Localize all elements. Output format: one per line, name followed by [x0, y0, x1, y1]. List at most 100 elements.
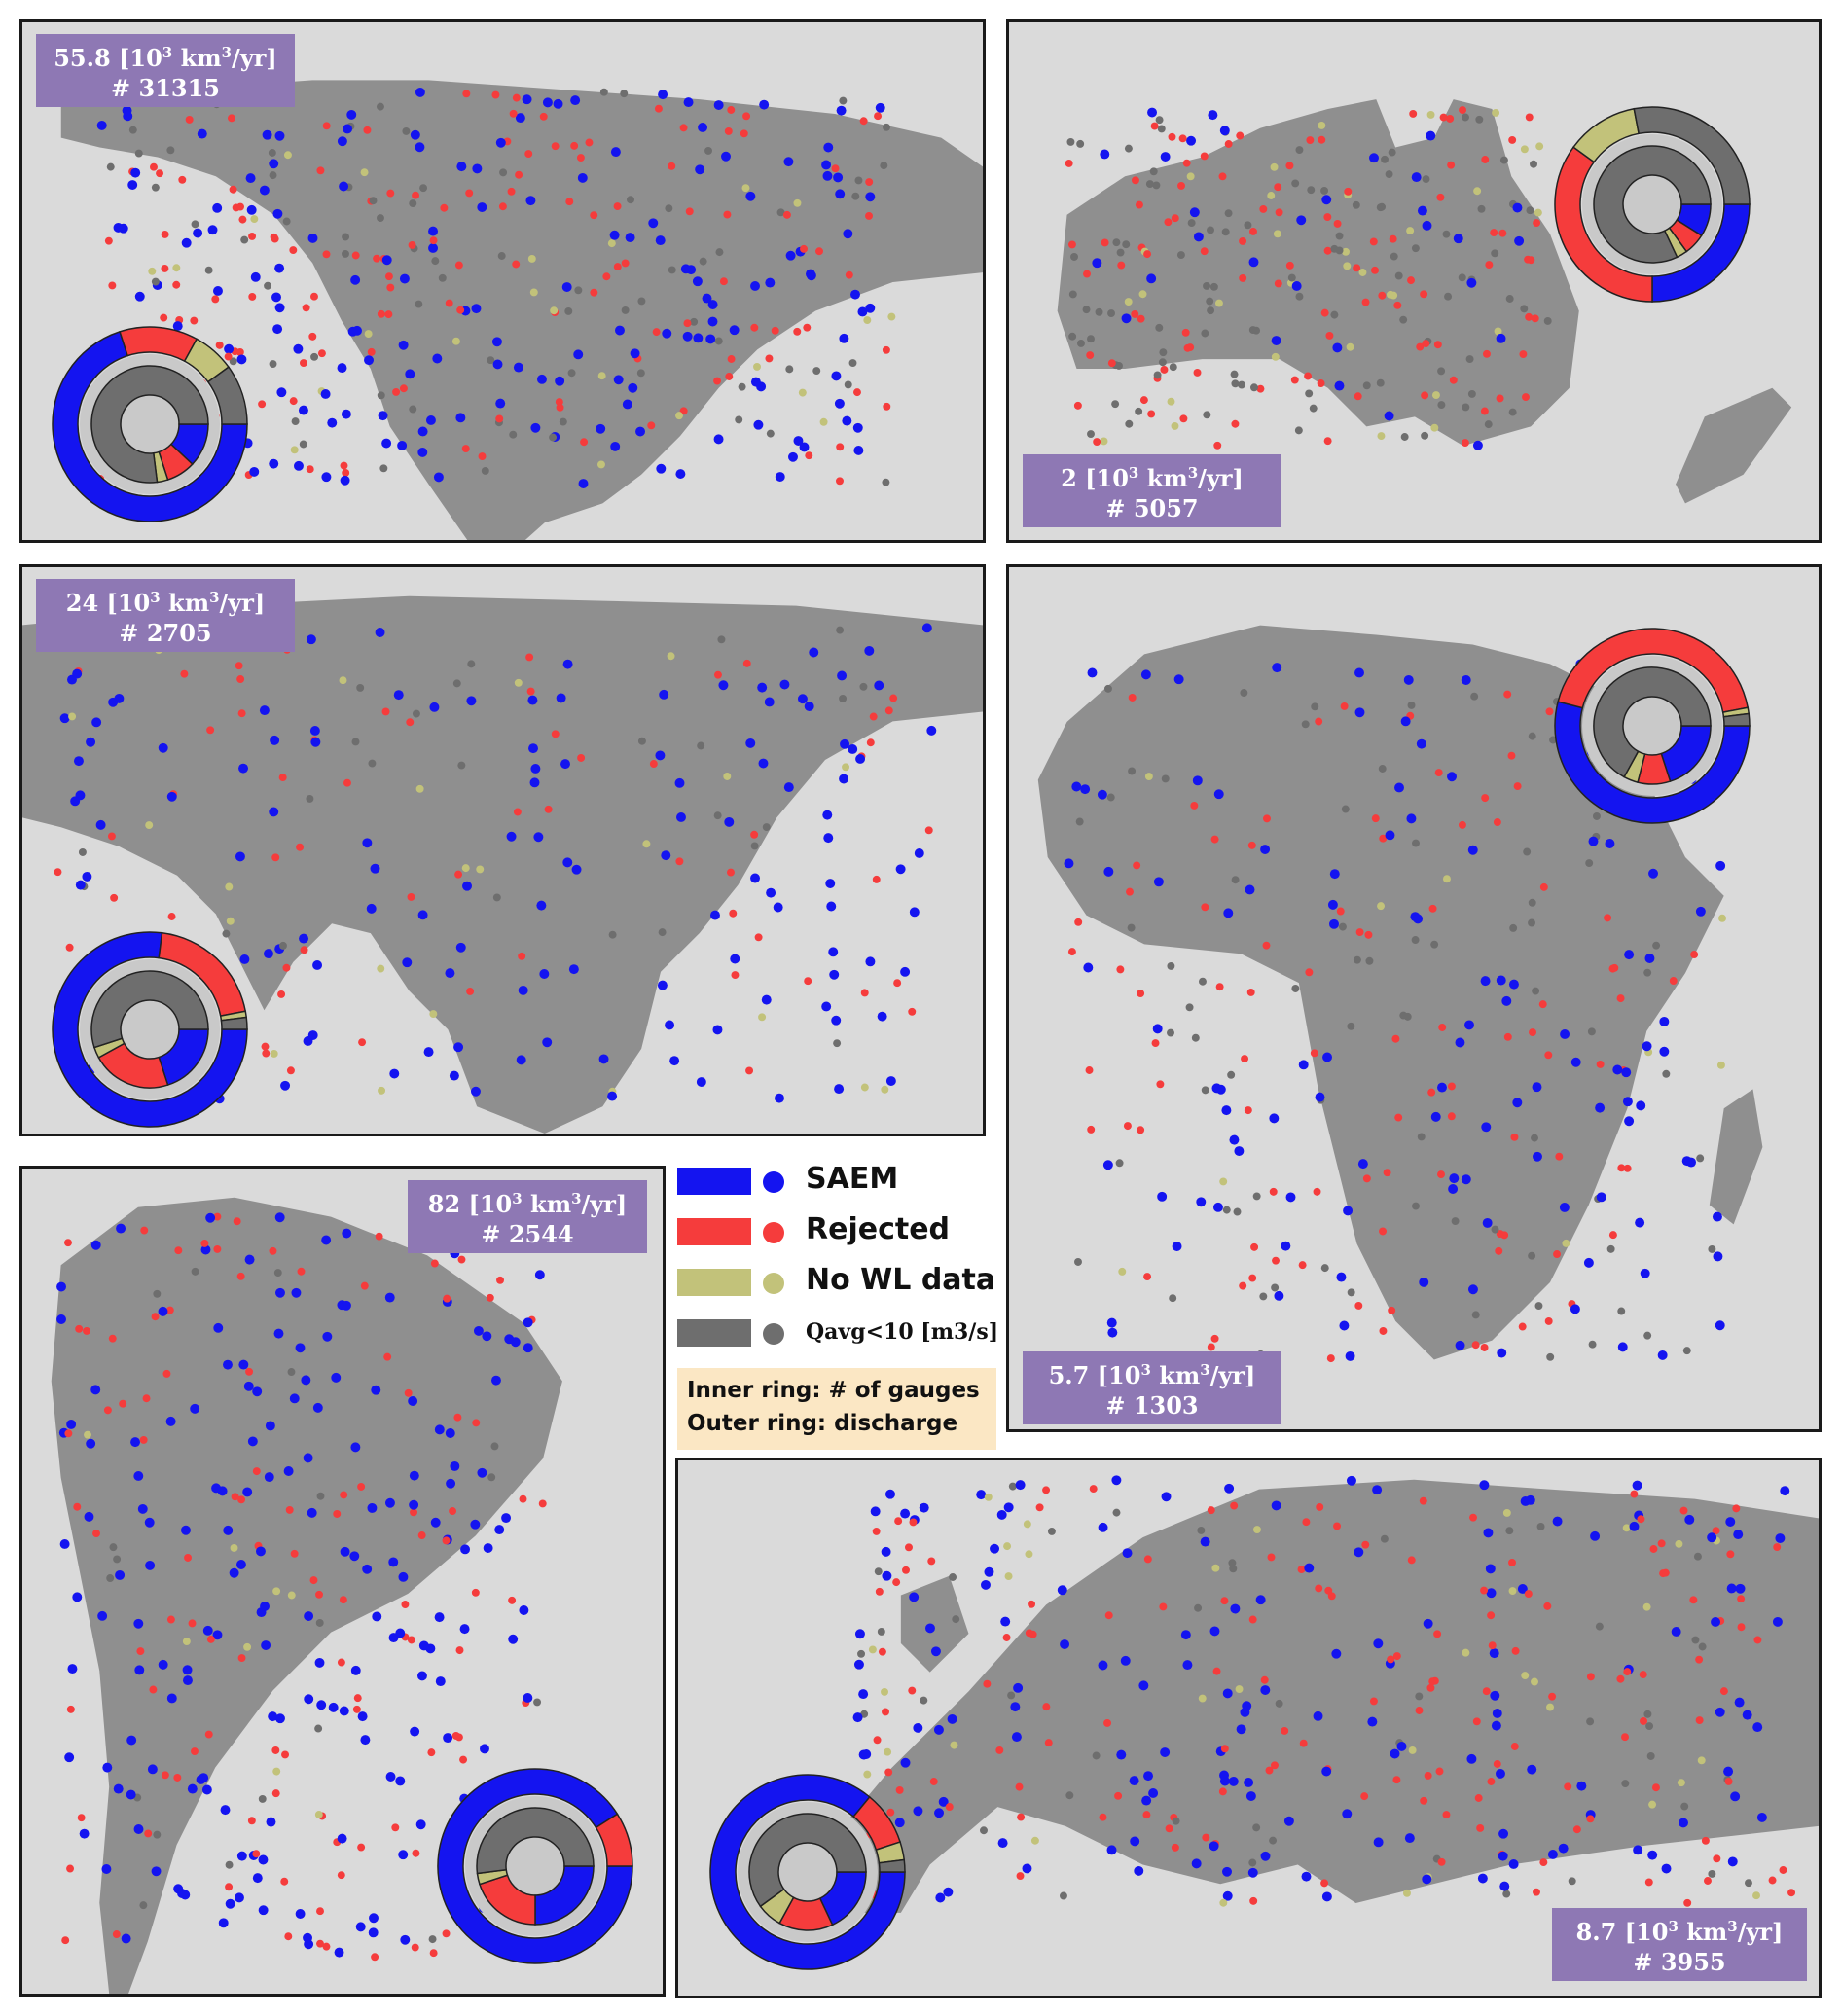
- gauge-dot: [1662, 1069, 1671, 1078]
- gauge-dot: [555, 398, 563, 407]
- gauge-dot: [1137, 314, 1145, 323]
- gauge-dot: [516, 1055, 526, 1065]
- gauge-dot: [1118, 1267, 1127, 1276]
- gauge-dot: [1644, 954, 1655, 963]
- gauge-dot: [1161, 774, 1170, 783]
- gauge-dot: [263, 949, 273, 959]
- gauge-dot: [295, 1909, 306, 1919]
- gauge-dot: [675, 857, 684, 866]
- gauge-dot: [1379, 1327, 1388, 1335]
- gauge-dot: [259, 705, 270, 716]
- gauge-dot: [1394, 1113, 1403, 1122]
- gauge-dot: [1260, 1685, 1271, 1695]
- gauge-dot: [878, 1647, 886, 1656]
- gauge-dot: [1313, 1710, 1323, 1721]
- gauge-dot: [86, 737, 96, 747]
- gauge-dot: [525, 196, 536, 206]
- gauge-dot: [542, 1037, 553, 1048]
- gauge-dot: [724, 126, 733, 135]
- gauge-dot: [1421, 431, 1429, 440]
- gauge-dot: [1320, 1879, 1329, 1888]
- gauge-dot: [1400, 433, 1409, 441]
- gauge-dot: [559, 417, 567, 426]
- gauge-dot: [282, 217, 291, 226]
- gauge-dot: [872, 1527, 881, 1535]
- gauge-dot: [1652, 941, 1661, 950]
- stat-box: 24 [103 km3/yr] # 2705: [36, 579, 295, 652]
- gauge-dot: [1354, 392, 1362, 401]
- gauge-dot: [523, 1317, 533, 1328]
- gauge-dot: [1462, 1648, 1470, 1657]
- gauge-dot: [712, 1025, 723, 1035]
- gauge-dot: [1285, 1192, 1296, 1203]
- gauge-dot: [857, 1649, 866, 1658]
- gauge-dot: [1231, 379, 1240, 388]
- gauge-dot: [375, 628, 385, 637]
- gauge-dot: [825, 879, 836, 888]
- gauge-dot: [608, 930, 617, 939]
- gauge-dot: [753, 419, 764, 430]
- gauge-dot: [1480, 1586, 1489, 1595]
- gauge-dot: [1735, 1583, 1746, 1594]
- gauge-dot: [1320, 1264, 1329, 1273]
- gauge-dot: [1315, 1092, 1325, 1102]
- gauge-dot: [1718, 914, 1726, 922]
- gauge-dot: [1773, 1543, 1782, 1551]
- gauge-dot: [750, 377, 761, 387]
- gauge-dot: [895, 864, 906, 875]
- gauge-dot: [360, 1735, 371, 1746]
- gauge-dot: [1419, 1277, 1429, 1287]
- gauge-dot: [788, 451, 798, 462]
- gauge-dot: [1431, 391, 1440, 400]
- gauge-dot: [275, 1287, 285, 1298]
- gauge-dot: [312, 1402, 323, 1413]
- gauge-dot: [1210, 835, 1219, 844]
- outer-ring-slice-small-q: [1722, 712, 1751, 727]
- gauge-dot: [1629, 1521, 1640, 1531]
- gauge-dot: [375, 1232, 383, 1241]
- discharge-value: 82 [103 km3/yr]: [427, 1190, 628, 1218]
- gauge-dot: [410, 1508, 417, 1517]
- gauge-dot: [283, 151, 292, 160]
- gauge-dot: [1646, 1752, 1655, 1760]
- gauge-dot: [607, 239, 616, 248]
- gauge-dot: [914, 848, 924, 858]
- gauge-dot: [1315, 717, 1323, 726]
- gauge-dot: [355, 1922, 366, 1932]
- gauge-dot: [173, 1884, 184, 1894]
- gauge-dot: [1416, 342, 1425, 351]
- gauge-dot: [240, 235, 249, 244]
- gauge-dot: [1200, 152, 1209, 161]
- gauge-dot: [1220, 1745, 1229, 1753]
- gauge-dot: [741, 184, 750, 193]
- gauge-dot: [256, 1546, 266, 1557]
- gauge-dot: [161, 264, 169, 272]
- gauge-dot: [1238, 380, 1245, 389]
- gauge-dot: [561, 282, 572, 292]
- gauge-dot: [492, 893, 501, 902]
- gauge-dot: [362, 838, 373, 848]
- gauge-dot: [1192, 775, 1203, 786]
- gauge-dot: [707, 316, 718, 327]
- gauge-dot: [1004, 1572, 1013, 1581]
- gauge-dot: [902, 1566, 910, 1574]
- gauge-dot: [1142, 1811, 1151, 1819]
- gauge-dot: [886, 1808, 895, 1817]
- gauge-dot: [1473, 187, 1482, 196]
- gauge-dot: [371, 1385, 381, 1395]
- gauge-dot: [346, 109, 357, 120]
- gauge-dot: [1272, 1256, 1280, 1265]
- gauge-dot: [405, 369, 415, 379]
- gauge-dot: [248, 292, 257, 301]
- gauge-dot: [1596, 1192, 1606, 1203]
- gauge-dot: [1417, 205, 1427, 216]
- gauge-dot: [1379, 834, 1388, 843]
- gauge-dot: [1482, 349, 1491, 358]
- gauge-dot: [742, 112, 751, 121]
- gauge-dot: [1309, 404, 1318, 413]
- gauge-dot: [874, 680, 884, 691]
- gauge-dot: [1492, 1709, 1502, 1718]
- gauge-dot: [362, 1564, 373, 1574]
- inner-ring-slice-small-q: [90, 365, 209, 484]
- inner-ring-slice-small-q: [1593, 666, 1712, 778]
